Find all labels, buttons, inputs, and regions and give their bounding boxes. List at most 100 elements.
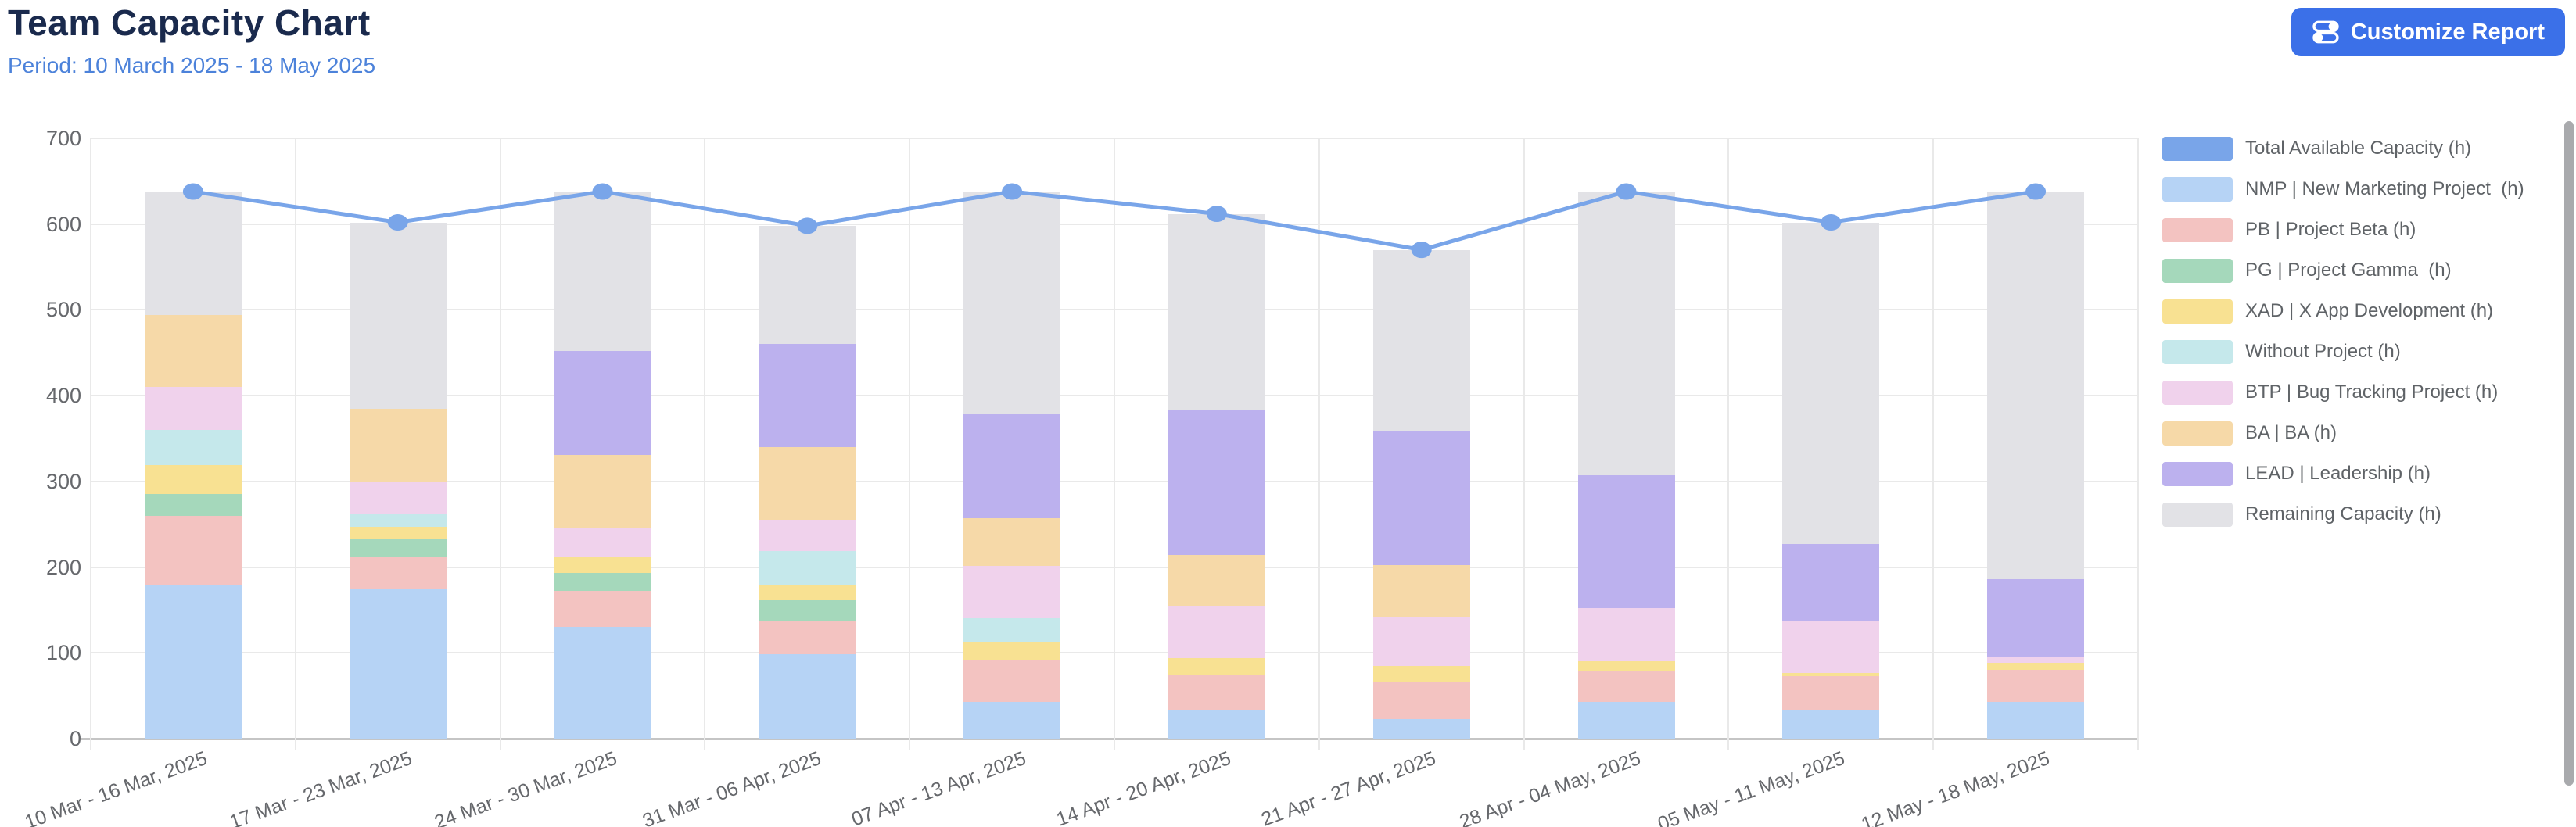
bar-segment[interactable] [554, 627, 651, 739]
legend-label: PB | Project Beta (h) [2245, 219, 2416, 240]
legend-label: Total Available Capacity (h) [2245, 138, 2472, 159]
bar-segment[interactable] [1168, 213, 1265, 410]
bar-segment[interactable] [554, 192, 651, 352]
bar-segment[interactable] [759, 225, 856, 345]
bar-segment[interactable] [1372, 617, 1470, 666]
bar-segment[interactable] [144, 584, 242, 739]
bar-segment[interactable] [1372, 249, 1470, 432]
bar-segment[interactable] [759, 520, 856, 551]
bar-segment[interactable] [1168, 605, 1265, 658]
legend-item[interactable]: BTP | Bug Tracking Project (h) [2162, 380, 2498, 405]
x-gridline-1 [294, 138, 296, 750]
bar-segment[interactable] [1577, 608, 1675, 661]
bar-segment[interactable] [1782, 621, 1880, 673]
bar-segment[interactable] [554, 557, 651, 574]
legend-swatch [2162, 421, 2233, 446]
total-capacity-point[interactable]: Total Available Capacity (h): 638 [182, 183, 203, 200]
bar-segment[interactable] [349, 539, 447, 557]
total-capacity-point[interactable]: Total Available Capacity (h): 612 [1206, 206, 1227, 223]
bar-segment[interactable] [349, 589, 447, 739]
total-capacity-point[interactable]: Total Available Capacity (h): 638 [1616, 183, 1637, 200]
bar-segment[interactable] [554, 573, 651, 592]
total-capacity-point[interactable]: Total Available Capacity (h): 570 [1411, 242, 1432, 259]
bar-segment[interactable] [963, 414, 1061, 519]
bar-segment[interactable] [1987, 663, 2085, 671]
total-capacity-point[interactable]: Total Available Capacity (h): 602 [387, 214, 408, 231]
bar-segment[interactable] [759, 550, 856, 585]
bar-segment[interactable] [554, 454, 651, 528]
bar-segment[interactable] [759, 584, 856, 600]
bar-segment[interactable] [144, 192, 242, 315]
bar-segment[interactable] [349, 527, 447, 540]
total-capacity-point[interactable]: Total Available Capacity (h): 598 [797, 217, 818, 234]
bar-segment[interactable] [554, 591, 651, 628]
bar-segment[interactable] [554, 351, 651, 455]
bar-segment[interactable] [144, 494, 242, 516]
bar-segment[interactable] [1372, 665, 1470, 682]
bar-segment[interactable] [759, 620, 856, 655]
customize-report-button[interactable]: Customize Report [2291, 8, 2565, 56]
bar-segment[interactable] [963, 701, 1061, 739]
bar-segment[interactable] [1372, 431, 1470, 566]
bar-segment[interactable] [1168, 409, 1265, 556]
bar-segment[interactable] [349, 514, 447, 527]
bar-segment[interactable] [144, 387, 242, 430]
bar-segment[interactable] [1782, 543, 1880, 621]
bar-segment[interactable] [1372, 682, 1470, 719]
bar-segment[interactable] [1782, 709, 1880, 739]
bar-segment[interactable] [1577, 701, 1675, 739]
legend-item[interactable]: BA | BA (h) [2162, 421, 2337, 446]
total-capacity-point[interactable]: Total Available Capacity (h): 638 [592, 183, 613, 200]
bar-segment[interactable] [144, 315, 242, 388]
bar-segment[interactable] [349, 222, 447, 409]
bar-segment[interactable] [1987, 192, 2085, 579]
bar-segment[interactable] [1577, 671, 1675, 702]
bar-segment[interactable] [963, 566, 1061, 619]
total-capacity-point[interactable]: Total Available Capacity (h): 602 [1821, 214, 1842, 231]
bar-segment[interactable] [1577, 192, 1675, 476]
bar-segment[interactable] [144, 430, 242, 465]
total-capacity-point[interactable]: Total Available Capacity (h): 638 [2025, 183, 2047, 200]
bar-segment[interactable] [963, 642, 1061, 661]
legend-item[interactable]: Total Available Capacity (h) [2162, 136, 2471, 161]
bar-segment[interactable] [1577, 661, 1675, 672]
bar-segment[interactable] [1782, 675, 1880, 710]
bar-segment[interactable] [1987, 656, 2085, 664]
bar-segment[interactable] [1168, 709, 1265, 739]
legend-item[interactable]: Without Project (h) [2162, 339, 2401, 364]
bar-segment[interactable] [963, 660, 1061, 702]
bar-segment[interactable] [1372, 565, 1470, 618]
bar-segment[interactable] [759, 446, 856, 521]
legend-item[interactable]: PB | Project Beta (h) [2162, 217, 2416, 242]
bar-segment[interactable] [759, 344, 856, 447]
vertical-scrollbar-thumb[interactable] [2564, 121, 2574, 786]
bar-segment[interactable] [349, 408, 447, 482]
bar-segment[interactable] [1987, 578, 2085, 657]
legend-item[interactable]: NMP | New Marketing Project (h) [2162, 177, 2524, 202]
bar-segment[interactable] [144, 465, 242, 495]
bar-segment[interactable] [1987, 701, 2085, 739]
bar-segment[interactable] [1168, 555, 1265, 606]
bar-segment[interactable] [349, 557, 447, 589]
bar-segment[interactable] [759, 654, 856, 739]
report-period-subtitle: Period: 10 March 2025 - 18 May 2025 [8, 53, 376, 77]
bar-segment[interactable] [554, 528, 651, 557]
bar-segment[interactable] [349, 481, 447, 514]
bar-segment[interactable] [963, 518, 1061, 567]
bar-segment[interactable] [144, 515, 242, 585]
total-capacity-point[interactable]: Total Available Capacity (h): 638 [1002, 183, 1023, 200]
bar-segment[interactable] [1987, 670, 2085, 702]
bar-segment[interactable] [1372, 718, 1470, 739]
legend-item[interactable]: PG | Project Gamma (h) [2162, 258, 2452, 283]
bar-segment[interactable] [1577, 475, 1675, 609]
bar-segment[interactable] [963, 618, 1061, 642]
legend-item[interactable]: Remaining Capacity (h) [2162, 502, 2441, 527]
bar-segment[interactable] [1168, 675, 1265, 710]
bar-segment[interactable] [759, 600, 856, 621]
bar-segment[interactable] [1782, 222, 1880, 544]
bar-segment[interactable] [1782, 672, 1880, 676]
legend-item[interactable]: LEAD | Leadership (h) [2162, 461, 2431, 486]
legend-item[interactable]: XAD | X App Development (h) [2162, 299, 2493, 324]
bar-segment[interactable] [1168, 657, 1265, 675]
bar-segment[interactable] [963, 192, 1061, 415]
